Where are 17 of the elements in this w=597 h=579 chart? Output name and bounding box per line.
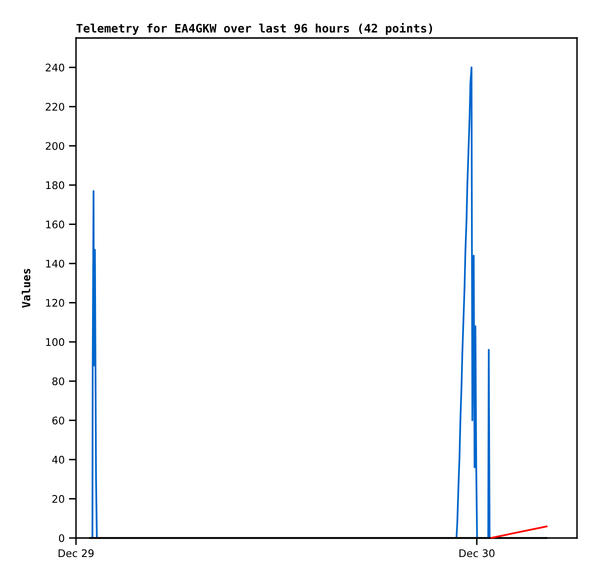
y-tick-label: 200	[46, 142, 64, 150]
y-tick-label: 20	[52, 495, 64, 503]
y-tick-label: 120	[46, 298, 64, 307]
y-tick-label: 100	[46, 338, 64, 346]
y-tick-label: 220	[46, 102, 64, 111]
y-tick-label: 0	[58, 534, 64, 542]
chart-title: Telemetry for EA4GKW over last 96 hours (42 points)	[76, 22, 432, 35]
y-tick-label: 140	[46, 260, 64, 268]
y-axis-title: Values	[22, 268, 30, 308]
y-tick-label: 180	[46, 181, 64, 190]
x-tick-label: Dec 29	[58, 549, 94, 558]
x-tick-label: Dec 30	[459, 549, 494, 558]
y-tick-label: 80	[52, 377, 64, 386]
y-tick-label: 240	[46, 64, 64, 72]
y-tick-label: 160	[46, 220, 64, 228]
y-tick-label: 60	[52, 416, 64, 424]
y-tick-label: 40	[52, 456, 64, 464]
